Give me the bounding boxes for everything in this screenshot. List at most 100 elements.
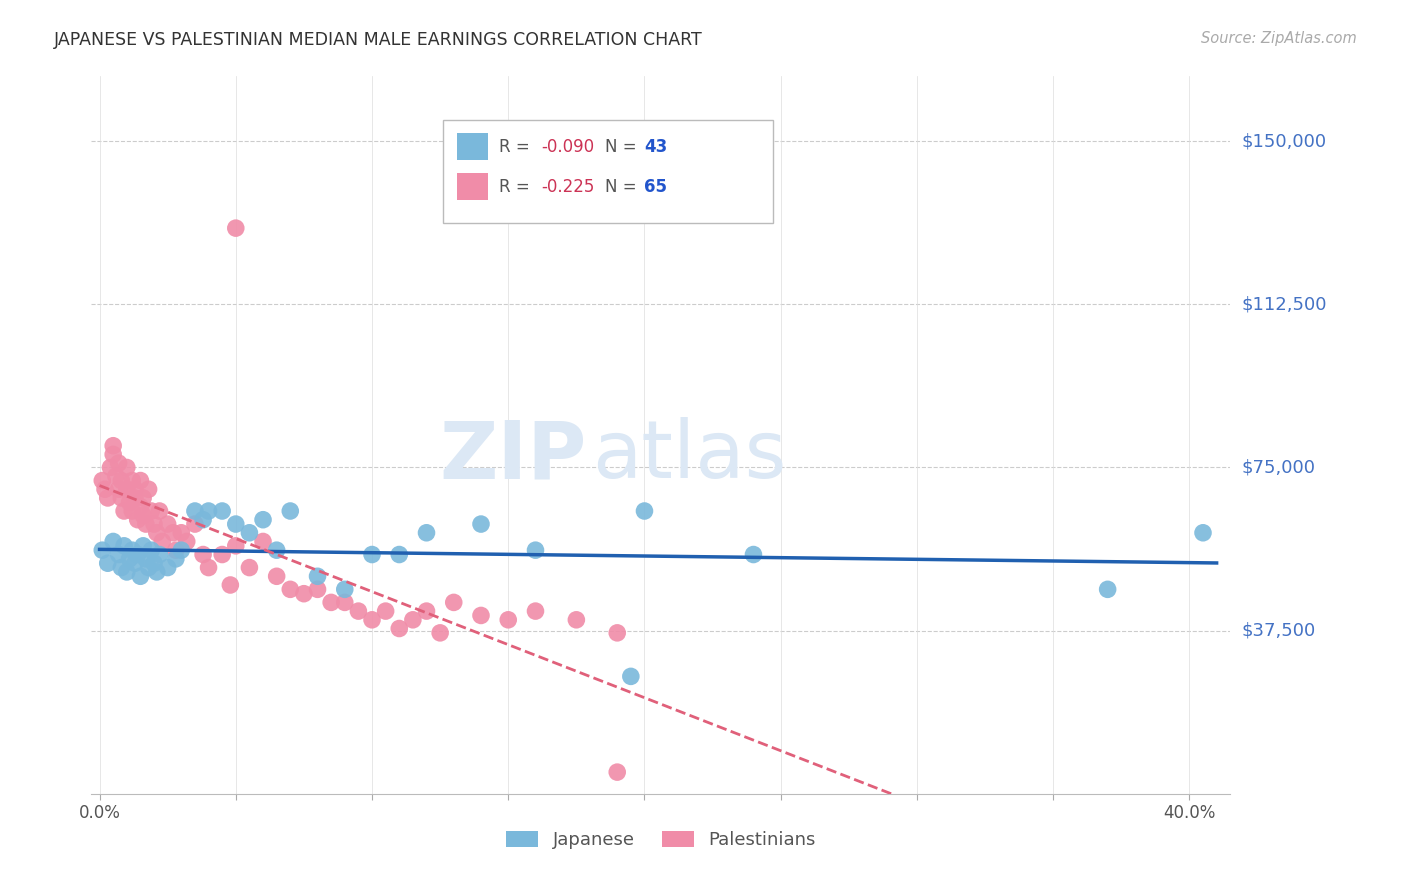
Point [606, 765, 628, 780]
Text: -0.090: -0.090 [541, 138, 595, 156]
Point [429, 625, 451, 640]
Point [402, 613, 425, 627]
Point [143, 556, 166, 570]
Point [443, 595, 465, 609]
Point [156, 517, 179, 532]
Point [141, 504, 163, 518]
Point [129, 569, 152, 583]
Point [238, 560, 260, 574]
Point [524, 543, 547, 558]
Point [141, 543, 163, 558]
Point [388, 622, 411, 636]
Point [496, 613, 519, 627]
Point [135, 517, 157, 532]
Point [374, 604, 396, 618]
Point [470, 608, 492, 623]
Point [124, 482, 146, 496]
Text: 43: 43 [644, 138, 668, 156]
Point [225, 517, 247, 532]
Point [132, 508, 155, 523]
Text: N =: N = [605, 138, 641, 156]
Point [156, 560, 179, 574]
Point [138, 482, 160, 496]
Point [103, 439, 125, 453]
Point [146, 525, 169, 540]
Point [633, 504, 655, 518]
Point [165, 543, 187, 558]
Point [170, 543, 193, 558]
Point [191, 548, 214, 562]
Point [211, 504, 233, 518]
Point [211, 548, 233, 562]
Point [361, 548, 384, 562]
Point [118, 552, 141, 566]
Point [197, 560, 219, 574]
Point [252, 534, 274, 549]
Point [127, 513, 149, 527]
Point [347, 604, 370, 618]
Legend: Japanese, Palestinians: Japanese, Palestinians [498, 824, 824, 856]
Point [184, 517, 207, 532]
Point [91, 474, 114, 488]
Point [124, 556, 146, 570]
Point [278, 504, 301, 518]
Text: R =: R = [499, 138, 536, 156]
Point [197, 504, 219, 518]
Point [107, 548, 129, 562]
Point [524, 604, 547, 618]
Point [97, 556, 120, 570]
Text: 65: 65 [644, 178, 666, 196]
Point [103, 447, 125, 461]
Point [307, 569, 329, 583]
Text: $150,000: $150,000 [1241, 132, 1326, 150]
Point [415, 525, 437, 540]
Point [103, 534, 125, 549]
Point [112, 504, 135, 518]
Point [219, 578, 242, 592]
Point [307, 582, 329, 597]
Point [266, 569, 288, 583]
Point [121, 504, 143, 518]
Point [118, 495, 141, 509]
Point [115, 460, 138, 475]
Point [620, 669, 643, 683]
Point [184, 504, 207, 518]
Point [100, 460, 122, 475]
Text: Source: ZipAtlas.com: Source: ZipAtlas.com [1201, 31, 1357, 46]
Point [148, 504, 170, 518]
Point [170, 525, 193, 540]
Point [107, 482, 129, 496]
Point [121, 474, 143, 488]
Point [1097, 582, 1119, 597]
Point [143, 517, 166, 532]
Point [148, 548, 170, 562]
Point [321, 595, 343, 609]
Text: $75,000: $75,000 [1241, 458, 1316, 476]
Point [112, 539, 135, 553]
Point [110, 491, 132, 505]
Point [132, 539, 155, 553]
Point [742, 548, 765, 562]
Point [176, 534, 198, 549]
Point [162, 525, 184, 540]
Point [292, 587, 315, 601]
Point [115, 482, 138, 496]
Point [225, 539, 247, 553]
Point [115, 565, 138, 579]
Point [333, 595, 356, 609]
Text: -0.225: -0.225 [541, 178, 595, 196]
Text: atlas: atlas [592, 417, 787, 495]
Point [470, 517, 492, 532]
Point [107, 456, 129, 470]
Point [606, 625, 628, 640]
Point [150, 534, 173, 549]
Point [129, 500, 152, 514]
Text: ZIP: ZIP [440, 417, 586, 495]
Point [1192, 525, 1215, 540]
Point [415, 604, 437, 618]
Point [110, 560, 132, 574]
Point [91, 543, 114, 558]
Point [238, 525, 260, 540]
Point [565, 613, 588, 627]
Point [388, 548, 411, 562]
